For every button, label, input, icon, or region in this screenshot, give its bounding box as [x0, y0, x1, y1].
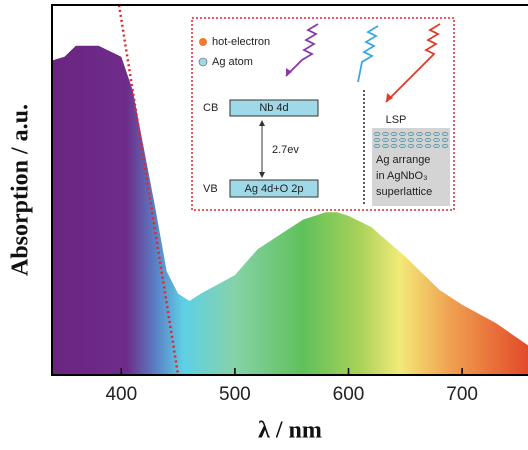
lattice-atom: [390, 131, 398, 137]
lattice-atom: [399, 131, 406, 137]
lattice-atom: [399, 137, 406, 143]
axis-frame: [51, 4, 528, 376]
lattice-atom: [407, 143, 415, 149]
lattice-atom: [441, 131, 449, 137]
lsp-note: in AgNbO₃: [376, 170, 428, 182]
x-tick-label: 500: [219, 384, 251, 405]
lattice-atom: [407, 137, 415, 143]
cb-box: [229, 99, 319, 117]
lattice-atom: [433, 143, 440, 149]
wavy-arrow: [357, 25, 379, 83]
lattice-atom: [416, 131, 423, 137]
inset: hot-electron Ag atom CB Nb 4d 2.7ev VB A…: [191, 17, 455, 211]
legend-label: hot-electron: [212, 36, 270, 48]
x-axis-label: λ / nm: [258, 418, 322, 444]
cb-label: CB: [203, 102, 218, 114]
lattice-atom: [373, 137, 381, 143]
plot: [51, 4, 528, 376]
lattice-atom: [433, 137, 440, 143]
x-tick-label: 700: [446, 384, 478, 405]
lattice-atom: [424, 143, 432, 149]
lattice-atom: [390, 137, 398, 143]
lattice-atom: [399, 143, 406, 149]
lattice-atom: [373, 131, 381, 137]
lattice-atom: [416, 137, 423, 143]
lsp-note: Ag arrange: [376, 154, 430, 166]
lattice-atom: [390, 143, 398, 149]
lattice: [373, 131, 449, 149]
lattice-atom: [433, 131, 440, 137]
x-tick-label: 600: [333, 384, 365, 405]
lsp-label: LSP: [386, 114, 407, 126]
vb-label: VB: [203, 183, 218, 195]
lattice-atom: [373, 143, 381, 149]
cb-level: Nb 4d: [259, 102, 288, 114]
arrow-head: [259, 120, 265, 178]
lsp-note: superlattice: [376, 186, 432, 198]
arrow-head: [386, 93, 393, 102]
lattice-atom: [441, 137, 449, 143]
legend-label: Ag atom: [212, 56, 253, 68]
legend-dot: [198, 57, 208, 67]
vb-level: Ag 4d+O 2p: [244, 183, 303, 195]
arrow-head: [286, 68, 292, 76]
lattice-atom: [382, 137, 389, 143]
lattice-atom: [382, 131, 389, 137]
lattice-atom: [416, 143, 423, 149]
lattice-atom: [441, 143, 449, 149]
vb-box: [229, 179, 319, 198]
legend-dot: [199, 38, 207, 46]
lattice-atom: [407, 131, 415, 137]
gap-label: 2.7ev: [272, 144, 299, 156]
wavy-arrow: [285, 23, 319, 77]
y-axis-label: Absorption / a.u.: [8, 104, 34, 276]
spectrum-area: [52, 45, 528, 375]
lattice-atom: [424, 137, 432, 143]
wavy-arrow: [385, 23, 441, 103]
lattice-atom: [424, 131, 432, 137]
x-tick-label: 400: [105, 384, 137, 405]
lattice-atom: [382, 143, 389, 149]
